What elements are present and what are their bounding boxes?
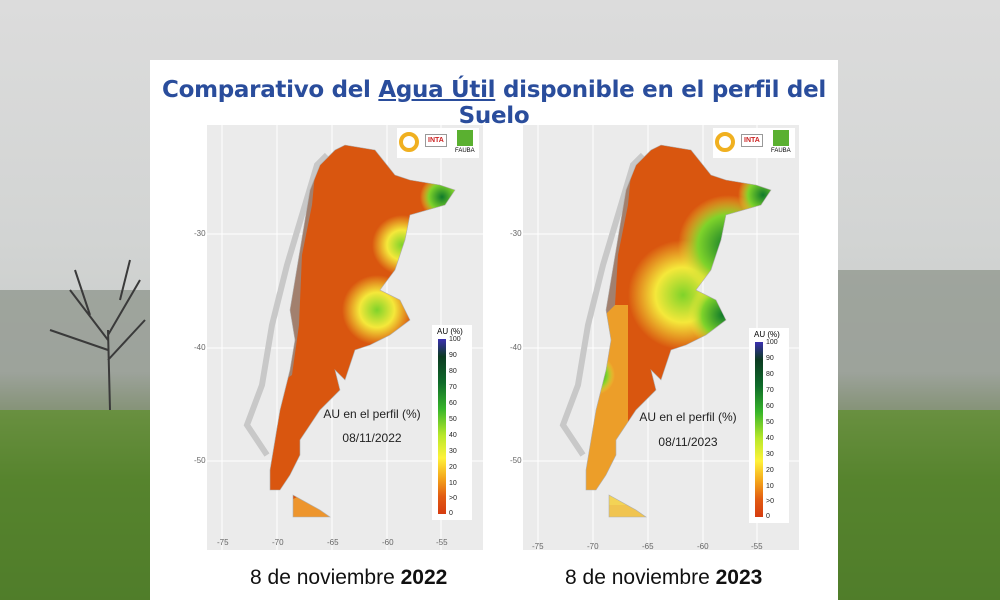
sun-logo-icon <box>715 132 735 152</box>
legend-colorbar <box>755 342 763 517</box>
x-tick: -55 <box>751 542 763 551</box>
x-tick: -65 <box>642 542 654 551</box>
caption-2023: 8 de noviembre 2023 <box>565 566 763 589</box>
x-tick: -65 <box>327 538 339 547</box>
x-tick: -70 <box>272 538 284 547</box>
y-tick: -40 <box>510 343 522 352</box>
x-tick: -75 <box>532 542 544 551</box>
x-tick: -75 <box>217 538 229 547</box>
x-tick: -70 <box>587 542 599 551</box>
comparison-panel: Comparativo del Agua Útil disponible en … <box>150 60 838 600</box>
partner-logos: INTA FAUBA <box>397 128 479 158</box>
fauba-logo-icon <box>457 130 473 146</box>
x-tick: -60 <box>697 542 709 551</box>
y-tick: -50 <box>194 456 206 465</box>
map-2023: INTA FAUBA AU en el perfil (%) 08/11/2023… <box>523 125 799 550</box>
color-legend: AU (%) 100 90 80 70 60 50 40 30 20 10 >0 0 <box>749 328 789 523</box>
x-tick: -55 <box>436 538 448 547</box>
color-legend: AU (%) 100 90 80 70 60 50 40 30 20 10 >0 0 <box>432 325 472 520</box>
map-2022: INTA FAUBA AU en el perfil (%) 08/11/2022… <box>207 125 483 550</box>
fauba-logo: FAUBA <box>771 148 791 154</box>
y-tick: -30 <box>510 229 522 238</box>
map-label: AU en el perfil (%) <box>639 410 737 424</box>
y-tick: -50 <box>510 456 522 465</box>
inta-logo: INTA <box>741 134 763 147</box>
map-date: 08/11/2023 <box>658 435 718 449</box>
legend-colorbar <box>438 339 446 514</box>
partner-logos: INTA FAUBA <box>713 128 795 158</box>
page-title: Comparativo del Agua Útil disponible en … <box>162 77 826 129</box>
inta-logo: INTA <box>425 134 447 147</box>
map-date: 08/11/2022 <box>342 431 402 445</box>
tree-icon <box>49 259 146 411</box>
caption-2022: 8 de noviembre 2022 <box>250 566 448 589</box>
y-tick: -30 <box>194 229 206 238</box>
sun-logo-icon <box>399 132 419 152</box>
fauba-logo-icon <box>773 130 789 146</box>
fauba-logo: FAUBA <box>455 148 475 154</box>
map-label: AU en el perfil (%) <box>323 407 421 421</box>
x-tick: -60 <box>382 538 394 547</box>
y-tick: -40 <box>194 343 206 352</box>
